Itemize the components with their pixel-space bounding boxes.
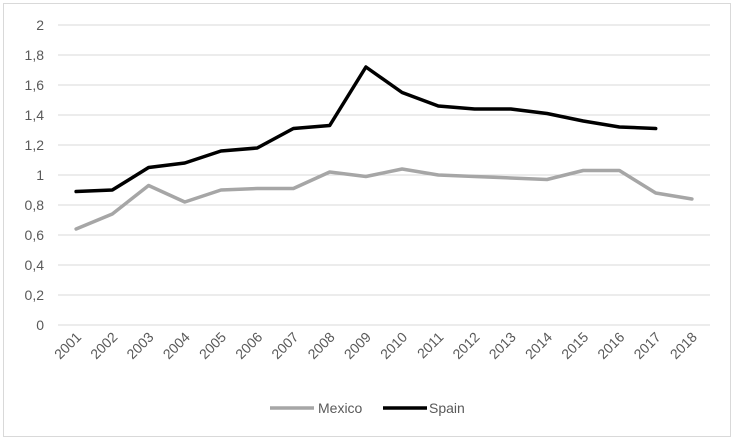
y-tick-label: 1 bbox=[36, 167, 44, 183]
series-line-spain bbox=[74, 65, 658, 194]
chart-frame bbox=[3, 3, 731, 437]
x-axis-ticks: 2001 2002 2003 2004 2005 2006 2007 2008 2009 2010… bbox=[51, 329, 700, 362]
y-axis-ticks: 0 0,2 0,4 0,6 0,8 1 1,2 1,4 1,6 1,8 2 bbox=[25, 17, 45, 333]
y-tick-label: 0,6 bbox=[25, 227, 45, 243]
x-tick-label: 2004 bbox=[160, 329, 193, 362]
series-lines bbox=[74, 65, 694, 231]
x-tick-label: 2018 bbox=[667, 329, 700, 362]
x-tick-label: 2008 bbox=[304, 329, 337, 362]
y-tick-label: 2 bbox=[36, 17, 44, 33]
x-tick-label: 2014 bbox=[522, 329, 555, 362]
legend-label-spain: Spain bbox=[429, 400, 465, 416]
x-tick-label: 2011 bbox=[414, 329, 447, 362]
x-tick-label: 2001 bbox=[51, 329, 84, 362]
x-tick-label: 2009 bbox=[341, 329, 374, 362]
y-tick-label: 0,4 bbox=[25, 257, 45, 273]
y-tick-label: 0,8 bbox=[25, 197, 45, 213]
x-tick-label: 2010 bbox=[377, 329, 410, 362]
series-line-mexico bbox=[74, 167, 694, 231]
x-tick-label: 2002 bbox=[87, 329, 120, 362]
y-tick-label: 0 bbox=[36, 317, 44, 333]
y-tick-label: 0,2 bbox=[25, 287, 45, 303]
legend: Mexico Spain bbox=[270, 400, 465, 416]
x-tick-label: 2017 bbox=[630, 329, 663, 362]
x-tick-label: 2003 bbox=[123, 329, 156, 362]
x-tick-label: 2005 bbox=[196, 329, 229, 362]
x-tick-label: 2006 bbox=[232, 329, 265, 362]
gridlines bbox=[58, 24, 710, 326]
y-tick-label: 1,2 bbox=[25, 137, 45, 153]
x-tick-label: 2007 bbox=[268, 329, 301, 362]
legend-label-mexico: Mexico bbox=[318, 400, 363, 416]
y-tick-label: 1,8 bbox=[25, 47, 45, 63]
x-tick-label: 2016 bbox=[594, 329, 627, 362]
x-tick-label: 2015 bbox=[558, 329, 591, 362]
y-tick-label: 1,4 bbox=[25, 107, 45, 123]
x-tick-label: 2013 bbox=[486, 329, 519, 362]
x-tick-label: 2012 bbox=[449, 329, 482, 362]
y-tick-label: 1,6 bbox=[25, 77, 45, 93]
